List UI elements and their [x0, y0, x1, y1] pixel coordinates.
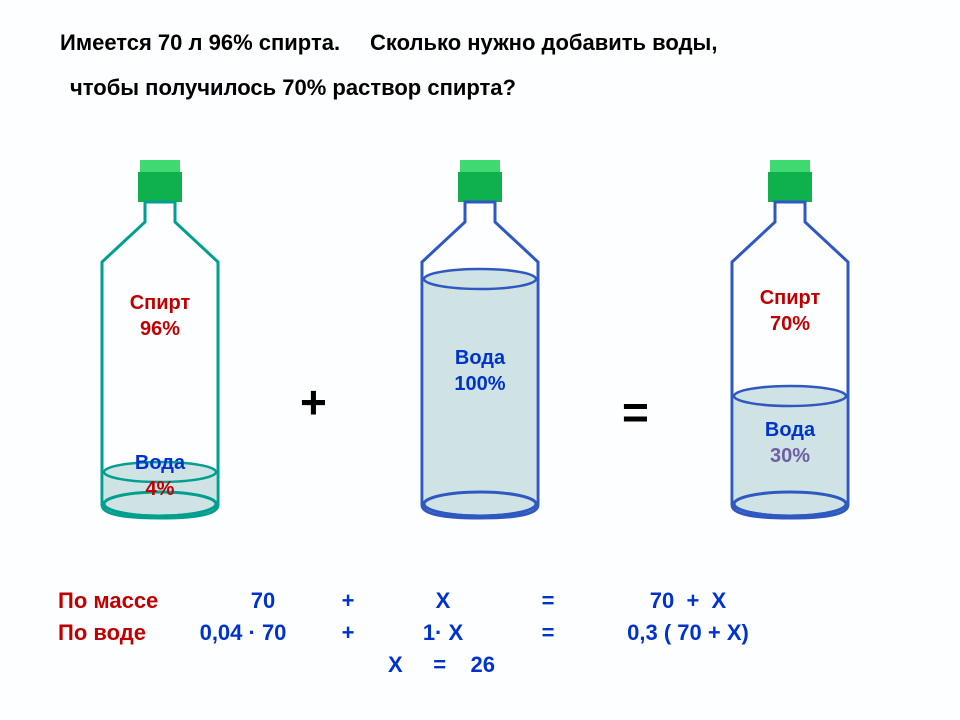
- equation-water: По воде 0,04 · 70 + 1· Х = 0,3 ( 70 + Х): [58, 620, 908, 646]
- equals-operator: =: [622, 385, 649, 439]
- problem-line-2: чтобы получилось 70% раствор спирта?: [70, 75, 516, 101]
- equation-mass: По массе 70 + Х = 70 + Х: [58, 588, 908, 614]
- bottle-3-bottom-label: Вода 30%: [720, 417, 860, 469]
- bottle-2: Вода 100%: [410, 160, 550, 520]
- bottle-1-top-label: Спирт 96%: [90, 290, 230, 342]
- bottle-3-top-label: Спирт 70%: [720, 285, 860, 337]
- equation-result: Х = 26: [58, 652, 908, 678]
- equations-block: По массе 70 + Х = 70 + Х По воде 0,04 · …: [58, 588, 908, 684]
- problem-line-1a: Имеется 70 л 96% спирта.: [60, 30, 340, 56]
- bottle-1: Спирт 96% Вода 4%: [90, 160, 230, 520]
- bottle-1-bottom-label: Вода 4%: [90, 450, 230, 502]
- bottle-2-svg: [410, 160, 550, 520]
- plus-operator: +: [300, 375, 327, 429]
- bottle-2-mid-label: Вода 100%: [410, 345, 550, 397]
- bottle-3: Спирт 70% Вода 30%: [720, 160, 860, 520]
- bottles-container: Спирт 96% Вода 4% + Вода 10: [0, 160, 960, 560]
- problem-line-1b: Сколько нужно добавить воды,: [370, 30, 717, 56]
